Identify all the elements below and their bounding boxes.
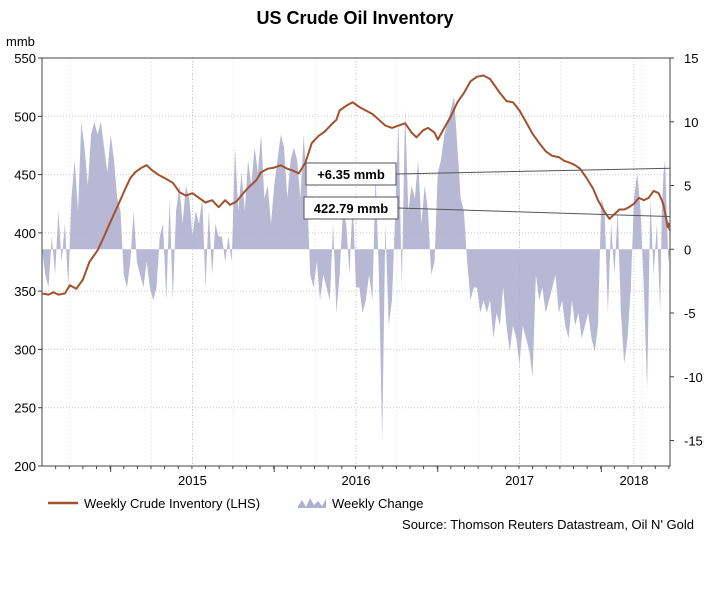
- callout-leader-1: [397, 207, 671, 218]
- x-tick-label: 2017: [505, 473, 534, 488]
- left-axis-ticks: 200 250 300 350 400 450 500 550: [14, 51, 42, 474]
- left-tick-label: 450: [14, 168, 36, 183]
- inventory-line-layer: [41, 74, 671, 296]
- callout-label: 422.79 mmb: [314, 201, 388, 216]
- right-tick-label: 0: [684, 242, 691, 257]
- legend-label-inventory: Weekly Crude Inventory (LHS): [84, 496, 260, 511]
- left-axis-unit-label: mmb: [6, 34, 35, 49]
- callout-label: +6.35 mmb: [317, 167, 385, 182]
- right-tick-label: -15: [684, 434, 703, 449]
- legend: Weekly Crude Inventory (LHS) Weekly Chang…: [48, 496, 424, 511]
- left-tick-label: 550: [14, 51, 36, 66]
- right-tick-label: -5: [684, 306, 696, 321]
- weekly-change-area: [42, 96, 670, 441]
- right-tick-label: 10: [684, 115, 698, 130]
- right-tick-label: 15: [684, 51, 698, 66]
- chart-title: US Crude Oil Inventory: [256, 8, 453, 28]
- left-tick-label: 350: [14, 284, 36, 299]
- x-tick-label: 2015: [178, 473, 207, 488]
- right-tick-label: -10: [684, 370, 703, 385]
- x-tick-label: 2016: [342, 473, 371, 488]
- x-tick-label: 2018: [620, 473, 649, 488]
- callouts: +6.35 mmb 422.79 mmb: [303, 162, 671, 220]
- left-tick-label: 200: [14, 459, 36, 474]
- right-axis-ticks: -15 -10 -5 0 5 10 15: [670, 51, 703, 449]
- legend-label-change: Weekly Change: [332, 496, 424, 511]
- left-tick-label: 250: [14, 401, 36, 416]
- source-note: Source: Thomson Reuters Datastream, Oil …: [402, 517, 694, 532]
- legend-area-swatch: [298, 498, 326, 508]
- plot-frame: [41, 57, 671, 472]
- left-tick-label: 300: [14, 342, 36, 357]
- right-tick-label: 5: [684, 179, 691, 194]
- callout-box-0: [305, 162, 397, 186]
- x-axis-ticks: 2015 2016 2017 2018: [178, 473, 648, 488]
- plot-frame-rect: [41, 57, 671, 467]
- inventory-line: [41, 74, 671, 296]
- left-tick-label: 500: [14, 109, 36, 124]
- weekly-change-area-shape: [42, 96, 670, 441]
- callout-box-1: [303, 196, 399, 220]
- callout-leader-0: [395, 167, 671, 175]
- left-tick-label: 400: [14, 226, 36, 241]
